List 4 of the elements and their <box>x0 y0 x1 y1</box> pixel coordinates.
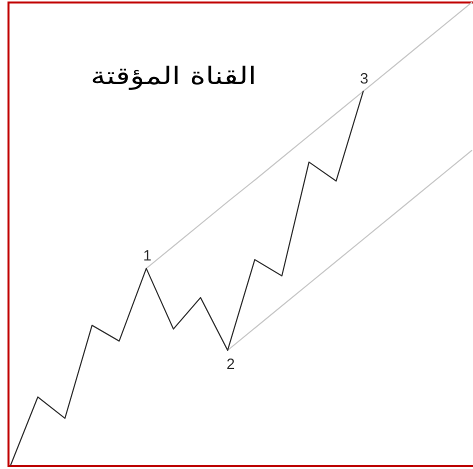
text: القناة المؤقتة <box>90 62 256 90</box>
annotation: 3 <box>360 70 368 88</box>
annotation: 1 <box>143 247 152 264</box>
annotation: 2 <box>226 356 235 373</box>
